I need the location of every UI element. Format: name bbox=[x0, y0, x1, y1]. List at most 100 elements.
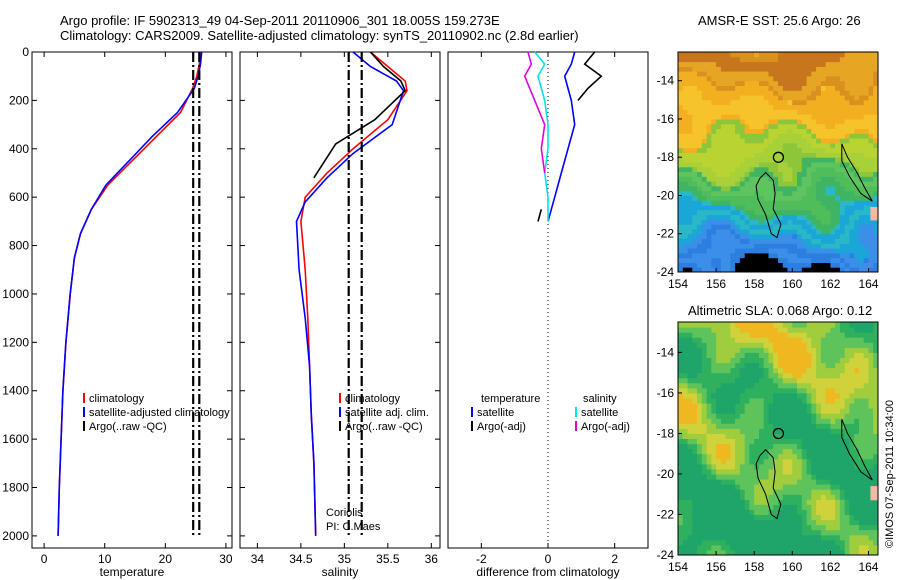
map-cell bbox=[835, 95, 841, 101]
map-cell bbox=[830, 387, 836, 394]
map-cell bbox=[844, 539, 850, 546]
map-cell bbox=[844, 453, 850, 460]
map-cell bbox=[792, 423, 798, 429]
map-cell bbox=[806, 61, 812, 67]
map-cell bbox=[816, 514, 822, 521]
map-cell bbox=[859, 418, 865, 424]
map-cell bbox=[859, 332, 865, 338]
map-cell bbox=[706, 214, 712, 220]
map-cell bbox=[820, 85, 827, 91]
map-cell bbox=[720, 66, 727, 72]
map-cell bbox=[739, 443, 746, 450]
map-cell bbox=[830, 267, 836, 273]
map-cell bbox=[711, 123, 717, 129]
map-cell bbox=[844, 123, 850, 129]
map-cell bbox=[759, 138, 765, 144]
map-cell bbox=[816, 75, 822, 82]
map-cell bbox=[787, 463, 793, 470]
map-cell bbox=[787, 185, 793, 192]
map-cell bbox=[797, 524, 803, 531]
map-cell bbox=[854, 252, 860, 259]
map-cell bbox=[835, 509, 841, 515]
map-cell bbox=[773, 99, 779, 106]
map-cell bbox=[678, 519, 684, 526]
map-cell bbox=[682, 248, 689, 254]
map-cell bbox=[763, 428, 769, 434]
map-cell bbox=[863, 484, 869, 490]
map-cell bbox=[797, 438, 803, 445]
map-cell bbox=[873, 66, 879, 72]
map-cell bbox=[859, 458, 865, 465]
map-cell bbox=[749, 443, 755, 450]
map-cell bbox=[801, 147, 808, 153]
map-cell bbox=[830, 90, 836, 96]
map-cell bbox=[739, 408, 746, 414]
map-cell bbox=[863, 392, 869, 399]
map-cell bbox=[854, 544, 860, 551]
map-cell bbox=[797, 332, 803, 338]
map-cell bbox=[825, 90, 831, 96]
map-cell bbox=[744, 233, 750, 239]
map-cell bbox=[730, 75, 736, 82]
map-cell bbox=[682, 322, 689, 328]
map-cell bbox=[735, 509, 741, 515]
map-cell bbox=[711, 463, 717, 470]
map-cell bbox=[678, 403, 684, 409]
map-cell bbox=[744, 214, 750, 220]
map-cell bbox=[739, 66, 746, 72]
map-cell bbox=[820, 166, 827, 173]
map-cell bbox=[706, 128, 712, 134]
map-cell bbox=[725, 233, 731, 239]
map-cell bbox=[835, 443, 841, 450]
map-cell bbox=[768, 262, 774, 268]
map-cell bbox=[797, 534, 803, 541]
map-cell bbox=[844, 438, 850, 445]
map-cell bbox=[801, 372, 808, 379]
map-cell bbox=[844, 352, 850, 358]
map-cell bbox=[744, 479, 750, 485]
map-cell bbox=[825, 133, 831, 139]
map-cell bbox=[778, 248, 784, 254]
map-cell bbox=[797, 433, 803, 439]
map-cell bbox=[730, 367, 736, 374]
map-cell bbox=[806, 382, 812, 389]
map-cell bbox=[744, 484, 750, 490]
map-cell bbox=[835, 448, 841, 455]
map-cell bbox=[801, 529, 808, 536]
map-cell bbox=[820, 80, 827, 86]
map-cell bbox=[787, 147, 793, 153]
map-cell bbox=[754, 544, 760, 551]
map-cell bbox=[830, 474, 836, 480]
map-cell bbox=[825, 214, 831, 220]
map-cell bbox=[701, 152, 708, 158]
map-cell bbox=[820, 56, 827, 63]
map-cell bbox=[787, 176, 793, 182]
map-cell bbox=[749, 519, 755, 526]
map-cell bbox=[749, 142, 755, 149]
map-cell bbox=[816, 489, 822, 495]
map-cell bbox=[835, 157, 841, 163]
map-cell bbox=[759, 514, 765, 521]
map-cell bbox=[701, 342, 708, 348]
map-cell bbox=[849, 509, 855, 515]
map-cell bbox=[763, 544, 769, 551]
map-cell bbox=[682, 342, 689, 348]
map-cell bbox=[801, 458, 808, 465]
map-cell bbox=[720, 392, 727, 399]
map-cell bbox=[797, 157, 803, 163]
map-cell bbox=[687, 509, 693, 515]
map-cell bbox=[811, 474, 817, 480]
map-cell bbox=[844, 372, 850, 379]
map-cell bbox=[792, 104, 798, 110]
map-cell bbox=[816, 392, 822, 399]
map-cell bbox=[773, 392, 779, 399]
map-cell bbox=[806, 257, 812, 263]
map-cell bbox=[868, 119, 874, 125]
map-cell bbox=[773, 428, 779, 434]
map-cell bbox=[849, 418, 855, 424]
map-cell bbox=[716, 157, 722, 163]
map-cell bbox=[749, 423, 755, 429]
map-cell bbox=[749, 267, 755, 273]
map-cell bbox=[811, 171, 817, 177]
map-cell bbox=[835, 166, 841, 173]
